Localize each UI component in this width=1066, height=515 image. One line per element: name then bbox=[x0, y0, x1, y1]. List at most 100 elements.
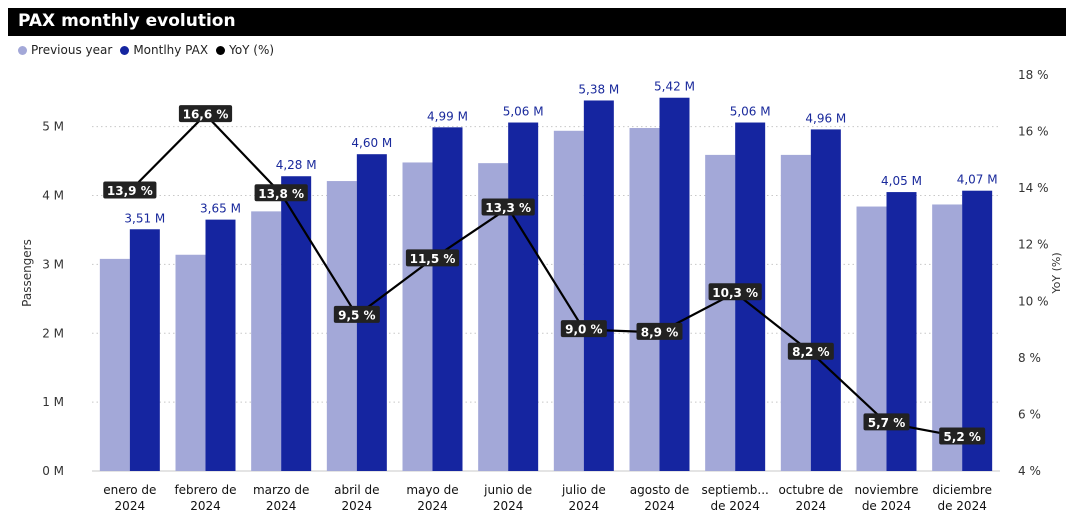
y-axis-title: Passengers bbox=[20, 239, 34, 307]
y2-tick-label: 16 % bbox=[1018, 125, 1049, 139]
yoy-data-label: 13,3 % bbox=[485, 201, 531, 215]
chart-title: PAX monthly evolution bbox=[8, 8, 1066, 36]
y-tick-label: 3 M bbox=[42, 257, 64, 271]
bar-previous-year[interactable] bbox=[629, 128, 660, 471]
yoy-data-label: 5,2 % bbox=[943, 430, 980, 444]
x-tick-label: agosto de bbox=[630, 483, 689, 497]
x-tick-label: 2024 bbox=[342, 499, 373, 513]
x-tick-label: octubre de bbox=[778, 483, 843, 497]
x-tick-label: 2024 bbox=[266, 499, 297, 513]
x-tick-label: 2024 bbox=[190, 499, 221, 513]
bar-data-label: 3,51 M bbox=[124, 211, 165, 225]
yoy-label-box bbox=[636, 322, 683, 340]
x-tick-label: abril de bbox=[334, 483, 379, 497]
x-tick-label: mayo de bbox=[406, 483, 458, 497]
x-tick-label: noviembre bbox=[854, 483, 918, 497]
bar-data-label: 5,06 M bbox=[730, 105, 771, 119]
legend-item-yoy[interactable]: YoY (%) bbox=[216, 43, 274, 57]
y2-tick-label: 10 % bbox=[1018, 294, 1049, 308]
y2-tick-label: 8 % bbox=[1018, 351, 1041, 365]
yoy-data-label: 8,2 % bbox=[792, 345, 829, 359]
bar-data-label: 5,42 M bbox=[654, 80, 695, 94]
bar-previous-year[interactable] bbox=[251, 211, 282, 471]
legend: Previous year Montlhy PAX YoY (%) bbox=[18, 43, 282, 57]
yoy-data-label: 13,8 % bbox=[258, 187, 304, 201]
bar-data-label: 4,05 M bbox=[881, 174, 922, 188]
x-tick-label: 2024 bbox=[493, 499, 524, 513]
y-tick-label: 5 M bbox=[42, 120, 64, 134]
bar-monthly-pax[interactable] bbox=[432, 127, 463, 471]
yoy-label-box bbox=[787, 342, 834, 360]
bar-previous-year[interactable] bbox=[856, 206, 887, 471]
yoy-data-label: 9,5 % bbox=[338, 308, 375, 322]
yoy-label-box bbox=[939, 427, 986, 445]
bar-previous-year[interactable] bbox=[780, 154, 811, 471]
bar-previous-year[interactable] bbox=[932, 204, 963, 471]
bar-previous-year[interactable] bbox=[326, 181, 357, 471]
x-tick-label: 2024 bbox=[417, 499, 448, 513]
bar-previous-year[interactable] bbox=[175, 254, 206, 471]
x-tick-label: febrero de bbox=[174, 483, 236, 497]
y2-tick-label: 18 % bbox=[1018, 68, 1049, 82]
y2-axis-title: YoY (%) bbox=[1050, 252, 1063, 294]
x-tick-label: 2024 bbox=[569, 499, 600, 513]
yoy-label-box bbox=[560, 320, 607, 338]
bar-monthly-pax[interactable] bbox=[583, 100, 614, 471]
bar-data-label: 5,06 M bbox=[503, 105, 544, 119]
yoy-data-label: 5,7 % bbox=[868, 416, 905, 430]
y2-tick-label: 6 % bbox=[1018, 407, 1041, 421]
x-tick-label: enero de bbox=[103, 483, 156, 497]
y-tick-label: 1 M bbox=[42, 395, 64, 409]
bar-data-label: 4,96 M bbox=[805, 111, 846, 125]
x-tick-label: septiemb... bbox=[701, 483, 768, 497]
yoy-label-box bbox=[481, 198, 535, 216]
yoy-data-label: 13,9 % bbox=[107, 184, 153, 198]
bar-monthly-pax[interactable] bbox=[962, 190, 993, 471]
legend-item-monthly-pax[interactable]: Montlhy PAX bbox=[120, 43, 208, 57]
bar-data-label: 4,07 M bbox=[957, 173, 998, 187]
y2-tick-label: 4 % bbox=[1018, 464, 1041, 478]
bar-data-label: 4,60 M bbox=[351, 136, 392, 150]
x-tick-label: marzo de bbox=[253, 483, 309, 497]
yoy-label-box bbox=[103, 181, 157, 199]
legend-label-yoy: YoY (%) bbox=[229, 43, 275, 57]
bar-monthly-pax[interactable] bbox=[129, 229, 160, 471]
bar-previous-year[interactable] bbox=[99, 258, 130, 471]
yoy-data-label: 16,6 % bbox=[183, 108, 229, 122]
bar-data-label: 4,28 M bbox=[276, 158, 317, 172]
bar-data-label: 3,65 M bbox=[200, 202, 241, 216]
legend-marker-monthly-pax bbox=[120, 45, 130, 55]
x-tick-label: de 2024 bbox=[937, 499, 986, 513]
x-tick-label: 2024 bbox=[115, 499, 146, 513]
legend-marker-previous-year bbox=[18, 45, 27, 55]
x-tick-label: de 2024 bbox=[862, 499, 911, 513]
legend-item-previous-year[interactable]: Previous year bbox=[18, 43, 112, 57]
yoy-data-label: 11,5 % bbox=[410, 252, 456, 266]
x-tick-label: 2024 bbox=[644, 499, 675, 513]
legend-label-monthly-pax: Montlhy PAX bbox=[133, 43, 209, 57]
yoy-line bbox=[129, 113, 963, 439]
bar-monthly-pax[interactable] bbox=[659, 97, 690, 471]
legend-marker-yoy bbox=[216, 45, 226, 55]
bar-monthly-pax[interactable] bbox=[281, 176, 312, 471]
bar-data-label: 4,99 M bbox=[427, 109, 468, 123]
yoy-label-box bbox=[333, 305, 380, 323]
bar-previous-year[interactable] bbox=[402, 162, 433, 471]
x-tick-label: 2024 bbox=[796, 499, 827, 513]
bar-previous-year[interactable] bbox=[705, 154, 736, 471]
bar-previous-year[interactable] bbox=[553, 130, 584, 471]
bar-monthly-pax[interactable] bbox=[508, 122, 539, 472]
legend-label-previous-year: Previous year bbox=[31, 43, 113, 57]
yoy-data-label: 10,3 % bbox=[712, 286, 758, 300]
bar-monthly-pax[interactable] bbox=[205, 219, 236, 471]
bar-data-label: 5,38 M bbox=[578, 82, 619, 96]
x-tick-label: de 2024 bbox=[710, 499, 759, 513]
y-tick-label: 4 M bbox=[42, 189, 64, 203]
y2-tick-label: 14 % bbox=[1018, 181, 1049, 195]
yoy-label-box bbox=[863, 413, 910, 431]
yoy-label-box bbox=[405, 249, 460, 267]
yoy-data-label: 9,0 % bbox=[565, 323, 602, 337]
bar-monthly-pax[interactable] bbox=[810, 129, 841, 471]
yoy-data-label: 8,9 % bbox=[641, 325, 678, 339]
